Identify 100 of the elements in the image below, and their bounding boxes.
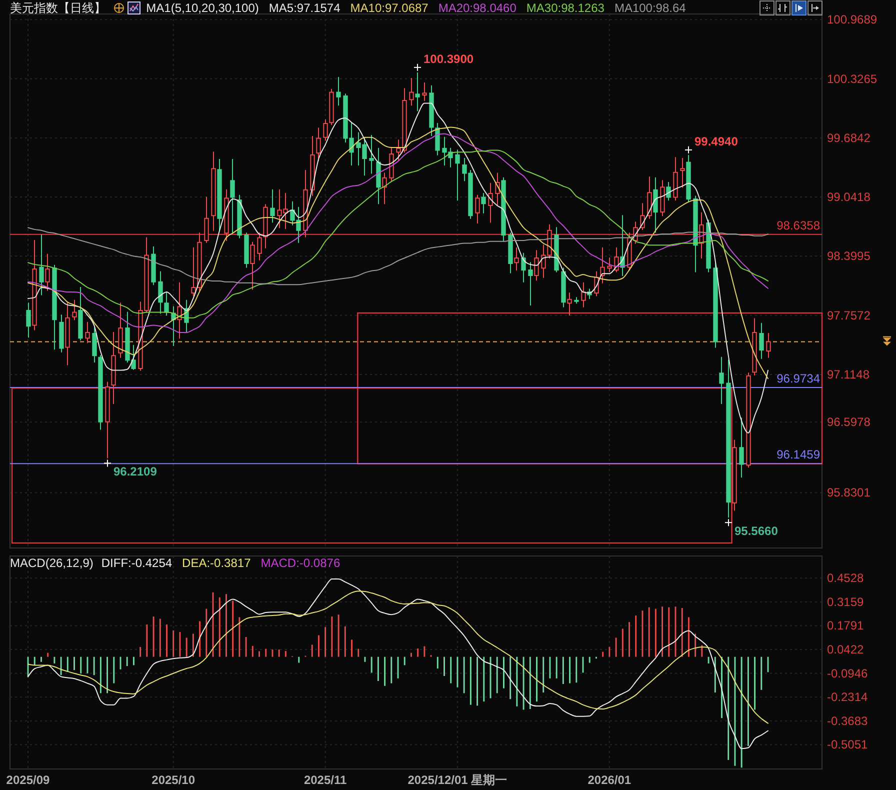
x-tick-label: 2025/12/01 星期一: [408, 773, 508, 787]
candlestick: [336, 77, 341, 106]
text: MA20:98.0460: [438, 1, 517, 15]
y-tick-label: 0.4528: [827, 571, 864, 586]
candlestick: [303, 170, 308, 238]
candlestick: [45, 254, 50, 291]
candlestick: [600, 247, 605, 284]
candlestick: [65, 302, 70, 366]
candlestick: [376, 148, 381, 204]
candlestick: [382, 172, 387, 204]
candlestick: [250, 242, 255, 290]
candlestick: [686, 154, 691, 202]
legend-title: MA1(5,10,20,30,100): [146, 1, 259, 15]
y-tick-label: 99.0418: [827, 190, 871, 204]
candlestick: [389, 148, 394, 182]
candlestick: [607, 257, 612, 272]
candlestick: [508, 232, 513, 274]
annotation: MACD:-0.0876: [260, 556, 340, 570]
candlestick: [429, 85, 434, 136]
candlestick: [647, 176, 652, 219]
ref-line-label: 98.6358: [776, 218, 820, 232]
candlestick: [217, 158, 222, 231]
candlestick: [369, 135, 374, 174]
candlestick: [204, 196, 209, 243]
y-tick-label: -0.0946: [827, 666, 868, 680]
y-tick-label: 0.0422: [827, 642, 864, 657]
line-series: [28, 126, 768, 380]
candlestick: [171, 306, 176, 346]
line-series: [28, 227, 768, 286]
candlestick: [59, 314, 64, 352]
x-tick-label: 2026/01: [588, 773, 632, 787]
candlestick: [574, 297, 579, 304]
candlestick: [158, 271, 163, 314]
y-tick-label: 0.3159: [827, 594, 864, 609]
candlestick: [561, 268, 566, 308]
candlestick: [732, 440, 737, 511]
candlestick: [244, 232, 249, 268]
y-tick-label: 98.3995: [827, 249, 871, 264]
text: MA5:97.1574: [268, 1, 341, 15]
candlestick: [514, 247, 519, 270]
text: MA30:98.1263: [526, 1, 605, 15]
candlestick: [752, 318, 757, 376]
candlestick: [455, 150, 460, 200]
line-series: [28, 578, 768, 750]
y-tick-label: 97.7572: [827, 308, 871, 322]
candlestick: [72, 300, 77, 320]
text: MA10:97.0687: [350, 1, 429, 15]
candlestick: [98, 355, 103, 430]
candlestick: [766, 332, 771, 358]
candlestick: [660, 180, 665, 216]
line-series: [28, 133, 768, 334]
x-tick-label: 2025/10: [152, 773, 196, 787]
text: MA100:98.64: [614, 1, 686, 15]
candlestick: [329, 88, 334, 125]
candlestick: [521, 252, 526, 282]
candlestick: [409, 78, 414, 106]
candlestick: [567, 292, 572, 316]
candlestick: [270, 189, 275, 223]
candlestick: [39, 234, 44, 296]
candlestick: [52, 264, 57, 350]
chart-title: MACD(26,12,9): [10, 556, 94, 570]
candlestick: [32, 240, 37, 330]
x-tick-label: 2025/09: [6, 773, 50, 787]
candlestick: [481, 193, 486, 214]
candlestick: [211, 152, 216, 231]
candlestick: [759, 322, 764, 359]
candlestick: [85, 322, 90, 344]
candlestick: [26, 302, 31, 338]
annotation: 100.3900: [424, 52, 474, 66]
candlestick: [726, 360, 731, 518]
y-tick-label: -0.2314: [827, 690, 868, 704]
line-series: [28, 590, 768, 724]
y-tick-label: 96.5978: [827, 415, 871, 430]
ref-line-label: 96.1459: [776, 448, 820, 462]
y-tick-label: 97.1148: [827, 367, 870, 382]
annotation: 96.2109: [114, 464, 158, 479]
text: DEA:-0.3817: [182, 556, 252, 570]
y-tick-label: 100.3265: [827, 72, 878, 86]
candlestick: [323, 119, 328, 141]
y-tick-label: 100.9689: [827, 12, 878, 27]
x-tick-label: 2025/11: [304, 773, 348, 787]
y-tick-label: -0.5051: [827, 738, 868, 752]
candlestick: [316, 128, 321, 161]
candlestick: [237, 194, 242, 238]
candlestick: [164, 292, 169, 316]
y-tick-label: 99.6842: [827, 130, 871, 145]
candlestick: [177, 282, 182, 339]
line-series: [28, 150, 768, 318]
chart-title: 美元指数【日线】: [10, 1, 106, 15]
candlestick: [719, 356, 724, 404]
y-tick-label: -0.3683: [827, 714, 868, 728]
candlestick: [422, 82, 427, 102]
candlestick: [230, 158, 235, 234]
candlestick: [581, 282, 586, 308]
candlestick: [673, 157, 678, 200]
line-series: [28, 102, 768, 434]
candlestick: [224, 189, 229, 241]
annotation: 95.5660: [734, 524, 778, 538]
candlestick: [151, 246, 156, 286]
candlestick: [111, 332, 116, 404]
